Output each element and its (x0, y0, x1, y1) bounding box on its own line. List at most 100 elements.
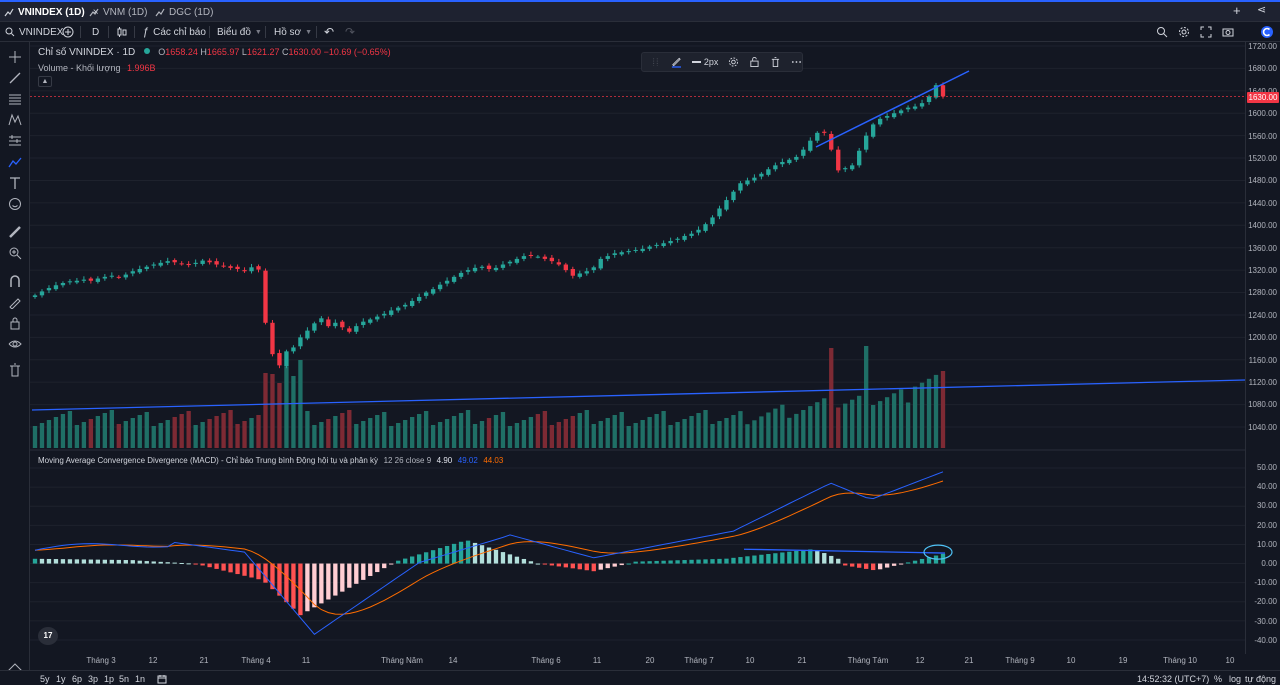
snapshot-button[interactable] (1222, 24, 1234, 40)
emoji-tool[interactable] (7, 196, 23, 212)
volume-bar (158, 423, 163, 448)
open-value: 1658.24 (165, 47, 198, 57)
chart-canvas[interactable] (30, 42, 1245, 654)
range-1d[interactable]: 1n (135, 674, 146, 684)
settings-button[interactable] (1178, 24, 1190, 40)
macd-hist-bar (507, 554, 513, 564)
candle-body (284, 351, 289, 367)
log-toggle[interactable]: log (1229, 674, 1242, 684)
time-tick: Tháng Tám (847, 656, 889, 665)
brush-tool[interactable] (7, 154, 23, 170)
lock-icon[interactable] (749, 56, 760, 68)
trash-icon[interactable] (770, 56, 781, 68)
symbol-search[interactable]: VNINDEX (5, 24, 63, 40)
share-icon[interactable]: ⋖ (1257, 4, 1267, 16)
volume-bar (165, 420, 170, 448)
time-tick: 12 (148, 656, 158, 665)
clock[interactable]: 14:52:32 (UTC+7) (1137, 674, 1210, 684)
pattern-tool[interactable] (7, 112, 23, 128)
macd-hist-bar (333, 563, 338, 596)
volume-bar (479, 421, 485, 448)
macd-hist-bar (780, 552, 785, 564)
undo-button[interactable]: ↶ (324, 24, 334, 40)
forecast-tool[interactable] (7, 133, 23, 149)
crosshair-tool[interactable] (7, 49, 23, 65)
volume-bar (542, 411, 548, 448)
drag-handle-icon[interactable] (650, 56, 661, 68)
volume-bar (116, 424, 121, 448)
macd-hist-bar (137, 560, 142, 564)
range-5d[interactable]: 5n (119, 674, 130, 684)
range-1y[interactable]: 1y (56, 674, 66, 684)
quick-search-button[interactable] (1156, 24, 1168, 40)
lock-tool[interactable] (7, 315, 23, 331)
percent-toggle[interactable]: % (1214, 674, 1223, 684)
candle-body (235, 266, 240, 269)
candle-body (668, 240, 673, 244)
range-3m[interactable]: 3p (88, 674, 99, 684)
add-circle-icon (62, 26, 74, 38)
candle-body (193, 262, 198, 264)
time-axis[interactable]: Tháng 3 12 21 Tháng 4 11 Tháng Năm 14 Tháng 6 11… (30, 654, 1245, 668)
volume-bar (340, 413, 345, 448)
candle-body (857, 150, 862, 166)
trendline-tool[interactable] (7, 70, 23, 86)
indicators-label: Các chỉ báo (153, 26, 206, 38)
layout-button[interactable]: Biểu đồ ▼ (217, 24, 262, 40)
chart-type-button[interactable] (117, 24, 127, 40)
volume-bar (877, 401, 883, 448)
macd-tick: 30.00 (1256, 501, 1277, 511)
tab-vnm[interactable]: VNM (1D) (89, 4, 147, 20)
candle-body (808, 140, 813, 151)
close-value: 1630.00 (288, 47, 322, 57)
line-width-button[interactable]: 2px (691, 57, 718, 67)
compare-button[interactable] (62, 24, 74, 40)
profile-button[interactable]: Hồ sơ ▼ (274, 24, 312, 40)
tab-vnindex[interactable]: VNINDEX (1D) × (4, 4, 99, 20)
remove-tool[interactable] (7, 362, 23, 378)
candle-body (389, 310, 394, 315)
macd-hist-bar (766, 554, 771, 564)
macd-hist-bar (829, 555, 834, 564)
volume-bar (284, 367, 289, 448)
text-tool[interactable] (7, 175, 23, 191)
candle-body (430, 289, 436, 294)
measure-tool[interactable] (7, 224, 23, 240)
tab-dgc[interactable]: DGC (1D) (155, 4, 213, 20)
chevron-down-icon: ▼ (305, 28, 313, 36)
macd-hist-bar (270, 563, 275, 590)
range-5y[interactable]: 5y (40, 674, 50, 684)
more-icon[interactable] (791, 56, 802, 68)
gear-icon[interactable] (728, 56, 739, 68)
candle-body (354, 326, 359, 332)
hide-tool[interactable] (7, 336, 23, 352)
macd-hist-bar (808, 549, 813, 564)
market-status-icon (143, 48, 150, 54)
magnet-tool[interactable] (7, 273, 23, 289)
volume-bar (940, 371, 946, 448)
range-6m[interactable]: 6p (72, 674, 83, 684)
macd-hist-bar (661, 560, 666, 564)
stay-drawing-tool[interactable] (7, 294, 23, 310)
collapse-legend-button[interactable]: ▲ (38, 76, 52, 87)
add-tab-icon[interactable]: + (1233, 3, 1241, 18)
candle-body (39, 291, 45, 296)
candle-body (214, 261, 219, 265)
redo-button[interactable]: ↷ (345, 24, 355, 40)
candle-body (675, 238, 680, 240)
auto-toggle[interactable]: tự động (1245, 674, 1277, 684)
goto-date-button[interactable] (157, 674, 167, 685)
ruler-lines-icon (9, 135, 21, 146)
line-color-icon[interactable] (671, 56, 682, 68)
tv-logo-icon[interactable]: 17 (38, 627, 58, 645)
indicators-button[interactable]: ƒ Các chỉ báo (143, 24, 206, 40)
price-axis[interactable]: 1720.00 1680.00 1640.00 1600.00 1560.00 1520.… (1245, 42, 1280, 654)
fullscreen-button[interactable] (1200, 24, 1212, 40)
fib-tool[interactable] (7, 91, 23, 107)
volume-bar (584, 410, 589, 448)
range-1m[interactable]: 1p (104, 674, 115, 684)
candle-body (619, 252, 624, 255)
interval-button[interactable]: D (92, 24, 99, 40)
zoom-tool[interactable] (7, 245, 23, 261)
chart-pane[interactable]: Chỉ số VNINDEX · 1D O1658.24 H1665.97 L1… (30, 42, 1245, 654)
